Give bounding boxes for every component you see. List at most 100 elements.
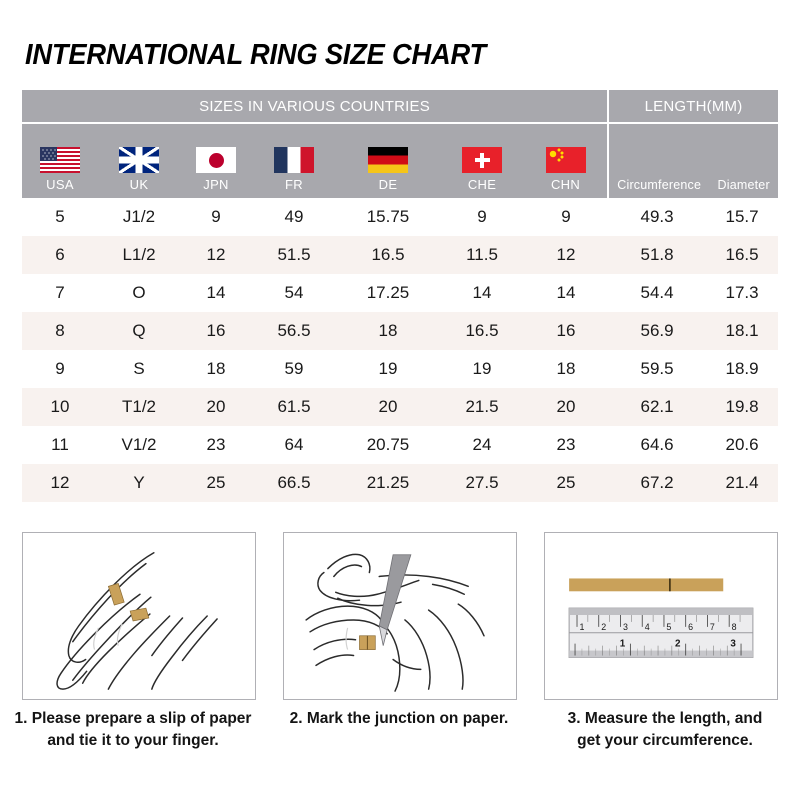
cell-de: 20.75 [336, 426, 440, 464]
cell-diameter: 19.8 [706, 388, 779, 426]
cell-fr: 51.5 [252, 236, 336, 274]
svg-text:2: 2 [601, 622, 606, 632]
svg-text:7: 7 [710, 622, 715, 632]
step-1-illustration-panel [22, 532, 256, 700]
cell-usa: 6 [22, 236, 98, 274]
cell-che: 9 [440, 198, 524, 236]
ruler-measuring-paper-strip-illustration: 1 2 3 4 5 6 7 8 [568, 578, 754, 658]
cell-diameter: 15.7 [706, 198, 779, 236]
cell-jpn: 12 [180, 236, 252, 274]
ring-size-table: SIZES IN VARIOUS COUNTRIES LENGTH(MM) US… [22, 90, 779, 502]
step-3-caption: 3. Measure the length, and get your circ… [532, 708, 798, 752]
col-header-length-sub: Circumference Diameter [607, 122, 779, 198]
size-table-container: SIZES IN VARIOUS COUNTRIES LENGTH(MM) US… [22, 90, 779, 502]
cell-chn: 16 [524, 312, 609, 350]
cell-fr: 64 [252, 426, 336, 464]
cell-uk: V1/2 [98, 426, 180, 464]
cell-chn: 25 [524, 464, 609, 502]
cell-diameter: 17.3 [706, 274, 779, 312]
cell-uk: L1/2 [98, 236, 180, 274]
cell-circumference: 64.6 [608, 426, 707, 464]
cell-chn: 20 [524, 388, 609, 426]
flag-uk-icon [119, 147, 159, 173]
svg-text:4: 4 [645, 622, 650, 632]
step-3-caption-line1: 3. Measure the length, and [567, 710, 763, 727]
cell-de: 20 [336, 388, 440, 426]
col-header-usa: USA [22, 122, 98, 198]
step-1-caption: 1. Please prepare a slip of paper and ti… [0, 708, 266, 752]
cell-circumference: 51.8 [608, 236, 707, 274]
table-group-header-row: SIZES IN VARIOUS COUNTRIES LENGTH(MM) [22, 90, 779, 123]
step-1-caption-line1: 1. Please prepare a slip of paper [14, 710, 252, 727]
table-row: 5 J1/2 9 49 15.75 9 9 49.3 15.7 [22, 198, 779, 236]
cell-che: 16.5 [440, 312, 524, 350]
ruler-inch-labels: 1 2 3 [620, 639, 737, 650]
group-header-sizes: SIZES IN VARIOUS COUNTRIES [22, 90, 610, 123]
cell-jpn: 14 [180, 274, 252, 312]
flag-china-icon [545, 147, 586, 173]
cell-de: 19 [336, 350, 440, 388]
cell-chn: 18 [524, 350, 609, 388]
cell-jpn: 9 [180, 198, 252, 236]
cell-chn: 12 [524, 236, 609, 274]
svg-text:3: 3 [730, 639, 736, 650]
cell-fr: 49 [252, 198, 336, 236]
table-row: 6 L1/2 12 51.5 16.5 11.5 12 51.8 16.5 [22, 236, 779, 274]
cell-de: 18 [336, 312, 440, 350]
cell-de: 17.25 [336, 274, 440, 312]
cell-uk: S [98, 350, 180, 388]
flag-japan-icon [196, 147, 236, 173]
table-row: 12 Y 25 66.5 21.25 27.5 25 67.2 21.4 [22, 464, 779, 502]
cell-uk: Y [98, 464, 180, 502]
cell-usa: 7 [22, 274, 98, 312]
cell-uk: T1/2 [98, 388, 180, 426]
table-country-header-row: USA UK JPN FR [22, 122, 779, 198]
table-row: 11 V1/2 23 64 20.75 24 23 64.6 20.6 [22, 426, 779, 464]
cell-de: 21.25 [336, 464, 440, 502]
cell-jpn: 20 [180, 388, 252, 426]
cell-circumference: 67.2 [608, 464, 707, 502]
cell-chn: 23 [524, 426, 609, 464]
cell-diameter: 18.9 [706, 350, 779, 388]
cell-che: 27.5 [440, 464, 524, 502]
col-header-jpn: JPN [180, 122, 252, 198]
cell-fr: 54 [252, 274, 336, 312]
table-body: 5 J1/2 9 49 15.75 9 9 49.3 15.7 6 L1/2 1… [22, 198, 779, 502]
cell-circumference: 49.3 [608, 198, 707, 236]
cell-de: 15.75 [336, 198, 440, 236]
table-row: 9 S 18 59 19 19 18 59.5 18.9 [22, 350, 779, 388]
svg-text:1: 1 [620, 639, 626, 650]
country-code-usa: USA [46, 177, 74, 192]
country-code-che: CHE [467, 177, 497, 192]
cell-fr: 59 [252, 350, 336, 388]
step-2-caption-line1: 2. Mark the junction on paper. [289, 710, 509, 727]
flag-france-icon [274, 147, 314, 173]
cell-usa: 10 [22, 388, 98, 426]
svg-text:1: 1 [579, 622, 584, 632]
svg-text:2: 2 [675, 639, 681, 650]
cell-jpn: 18 [180, 350, 252, 388]
col-header-de: DE [336, 122, 440, 198]
cell-che: 24 [440, 426, 524, 464]
svg-text:6: 6 [688, 622, 693, 632]
cell-circumference: 62.1 [608, 388, 707, 426]
step-captions: 1. Please prepare a slip of paper and ti… [0, 708, 800, 752]
step-2-illustration-panel [283, 532, 517, 700]
col-header-uk: UK [98, 122, 180, 198]
cell-uk: O [98, 274, 180, 312]
table-head: SIZES IN VARIOUS COUNTRIES LENGTH(MM) US… [22, 90, 779, 198]
cell-de: 16.5 [336, 236, 440, 274]
cell-jpn: 25 [180, 464, 252, 502]
cell-circumference: 54.4 [608, 274, 707, 312]
page-title: INTERNATIONAL RING SIZE CHART [25, 39, 487, 71]
cell-diameter: 18.1 [706, 312, 779, 350]
step-3-caption-line2: get your circumference. [577, 732, 753, 749]
subheader-circumference: Circumference [617, 178, 702, 192]
col-header-chn: CHN [524, 122, 609, 198]
table-row: 8 Q 16 56.5 18 16.5 16 56.9 18.1 [22, 312, 779, 350]
hand-with-paper-strip-illustration [56, 552, 218, 690]
col-header-fr: FR [252, 122, 336, 198]
cell-uk: Q [98, 312, 180, 350]
table-row: 10 T1/2 20 61.5 20 21.5 20 62.1 19.8 [22, 388, 779, 426]
cell-chn: 14 [524, 274, 609, 312]
